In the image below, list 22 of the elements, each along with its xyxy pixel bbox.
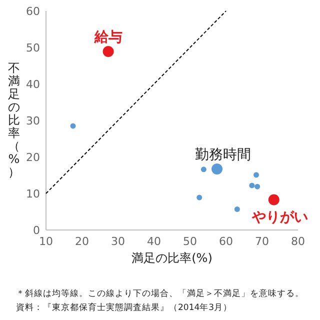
x-tick-label: 80 bbox=[291, 235, 305, 248]
y-tick-label: 0 bbox=[33, 224, 40, 237]
y-tick-label: 20 bbox=[26, 150, 40, 164]
series-label: やりがい bbox=[250, 210, 308, 226]
text: 資料：『東京都保育士実態調査結果』（2014年3月） bbox=[16, 302, 232, 313]
series-label: 給与 bbox=[93, 30, 122, 46]
x-axis-title: 満足の比率(%) bbox=[132, 251, 212, 265]
y-tick-label: 40 bbox=[26, 78, 40, 91]
x-tick-label: 40 bbox=[147, 235, 161, 248]
y-tick-label: 10 bbox=[26, 187, 40, 200]
x-tick-label: 50 bbox=[183, 235, 197, 248]
x-tick-label: 10 bbox=[39, 235, 53, 248]
x-tick-label: 70 bbox=[255, 235, 269, 248]
x-tick-label: 30 bbox=[111, 235, 125, 248]
x-tick-label: 60 bbox=[219, 235, 233, 248]
y-tick-label: 50 bbox=[26, 41, 40, 54]
y-tick-label: 60 bbox=[26, 4, 40, 18]
text: 不満足の比率（%） bbox=[8, 61, 20, 179]
text: ＊斜線は均等線。この線より下の場合、「満足＞不満足」を意味する。 bbox=[16, 288, 304, 299]
series-label: 勤務時間 bbox=[195, 147, 251, 164]
x-tick-label: 20 bbox=[75, 235, 89, 248]
y-tick-label: 30 bbox=[26, 114, 40, 128]
